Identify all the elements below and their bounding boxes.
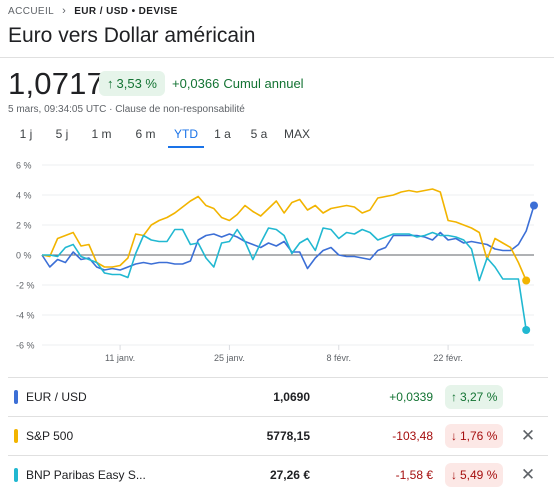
y-tick-label: 4 % bbox=[16, 191, 32, 201]
arrow-down-icon: ↓ bbox=[451, 429, 457, 443]
comparison-row[interactable]: S&P 500 5778,15 -103,48 ↓ 1,76 % ✕ bbox=[8, 416, 548, 455]
breadcrumb-current: EUR / USD • DEVISE bbox=[74, 5, 178, 17]
price-chart: 6 % 4 % 2 % 0 % -2 % -4 % -6 % 11 janv. 25 janv.… bbox=[16, 161, 538, 363]
comparison-row[interactable]: EUR / USD 1,0690 +0,0339 ↑ 3,27 % bbox=[8, 377, 548, 416]
comparison-pct-value: 1,76 % bbox=[460, 429, 498, 443]
tab-ytd[interactable]: YTD bbox=[168, 125, 204, 148]
y-tick-label: 0 % bbox=[16, 251, 32, 261]
comparison-delta: +0,0339 bbox=[389, 390, 433, 404]
series-line-s-p-500 bbox=[41, 188, 527, 281]
chevron-right-icon: › bbox=[62, 5, 67, 17]
tab-5a[interactable]: 5 a bbox=[250, 127, 268, 141]
comparison-row[interactable]: BNP Paribas Easy S... 27,26 € -1,58 € ↓ 5,49… bbox=[8, 455, 548, 494]
quote-timestamp: 5 mars, 09:34:05 UTC · Clause de non-res… bbox=[8, 104, 245, 115]
series-color-marker bbox=[14, 429, 18, 443]
tab-1m[interactable]: 1 m bbox=[91, 127, 112, 141]
series-endpoint-eur-usd bbox=[530, 201, 538, 210]
comparison-pct-badge: ↑ 3,27 % bbox=[445, 385, 504, 409]
comparison-value: 1,0690 bbox=[273, 390, 310, 404]
tab-1j[interactable]: 1 j bbox=[19, 127, 33, 141]
comparison-value: 5778,15 bbox=[266, 429, 310, 443]
title-divider bbox=[0, 57, 554, 58]
arrow-down-icon: ↓ bbox=[451, 468, 457, 482]
comparison-pct-badge: ↓ 1,76 % bbox=[445, 424, 504, 448]
page-title: Euro vers Dollar américain bbox=[8, 24, 256, 47]
close-icon[interactable]: ✕ bbox=[520, 426, 536, 445]
x-tick-label: 11 janv. bbox=[105, 353, 135, 363]
arrow-up-icon: ↑ bbox=[107, 76, 114, 91]
comparison-value: 27,26 € bbox=[269, 468, 310, 482]
comparison-delta: -103,48 bbox=[392, 429, 433, 443]
y-tick-label: -6 % bbox=[16, 341, 35, 351]
range-tabs: 1 j 5 j 1 m 6 m YTD 1 a 5 a MAX bbox=[8, 125, 317, 148]
comparison-pct-value: 3,27 % bbox=[460, 390, 498, 404]
y-tick-label: -4 % bbox=[16, 311, 35, 321]
series-line-eur-usd bbox=[41, 205, 535, 271]
breadcrumb: ACCUEIL › EUR / USD • DEVISE bbox=[8, 5, 178, 17]
comparison-delta: -1,58 € bbox=[395, 468, 433, 482]
breadcrumb-home-link[interactable]: ACCUEIL bbox=[8, 5, 55, 17]
x-tick-label: 22 févr. bbox=[433, 353, 463, 363]
series-color-marker bbox=[14, 468, 18, 482]
tab-max[interactable]: MAX bbox=[283, 127, 310, 141]
x-tick-label: 25 janv. bbox=[214, 353, 245, 363]
series-line-bnp-paribas-easy-s bbox=[42, 227, 527, 331]
change-period-label: Cumul annuel bbox=[223, 76, 304, 91]
close-icon[interactable]: ✕ bbox=[520, 465, 536, 484]
tab-5j[interactable]: 5 j bbox=[55, 127, 69, 141]
percent-change-value: 3,53 % bbox=[116, 76, 157, 91]
tab-6m[interactable]: 6 m bbox=[135, 127, 156, 141]
series-endpoint-bnp-paribas-easy-s bbox=[522, 326, 531, 334]
tab-1a[interactable]: 1 a bbox=[214, 127, 231, 141]
arrow-up-icon: ↑ bbox=[451, 390, 457, 404]
y-tick-label: -2 % bbox=[16, 281, 35, 291]
series-endpoint-s-p-500 bbox=[522, 276, 531, 285]
comparison-name: S&P 500 bbox=[26, 429, 74, 443]
y-tick-label: 2 % bbox=[16, 221, 32, 231]
comparison-pct-badge: ↓ 5,49 % bbox=[445, 463, 504, 487]
absolute-change-value: +0,0366 bbox=[172, 76, 220, 91]
absolute-change: +0,0366 Cumul annuel bbox=[172, 76, 304, 91]
y-tick-label: 6 % bbox=[16, 161, 32, 171]
x-tick-label: 8 févr. bbox=[327, 353, 352, 363]
current-price: 1,0717 bbox=[8, 66, 105, 101]
comparison-name: BNP Paribas Easy S... bbox=[26, 468, 146, 482]
series-color-marker bbox=[14, 390, 18, 404]
percent-change-badge: ↑ 3,53 % bbox=[99, 71, 165, 96]
comparison-name: EUR / USD bbox=[26, 390, 87, 404]
comparison-pct-value: 5,49 % bbox=[460, 468, 498, 482]
